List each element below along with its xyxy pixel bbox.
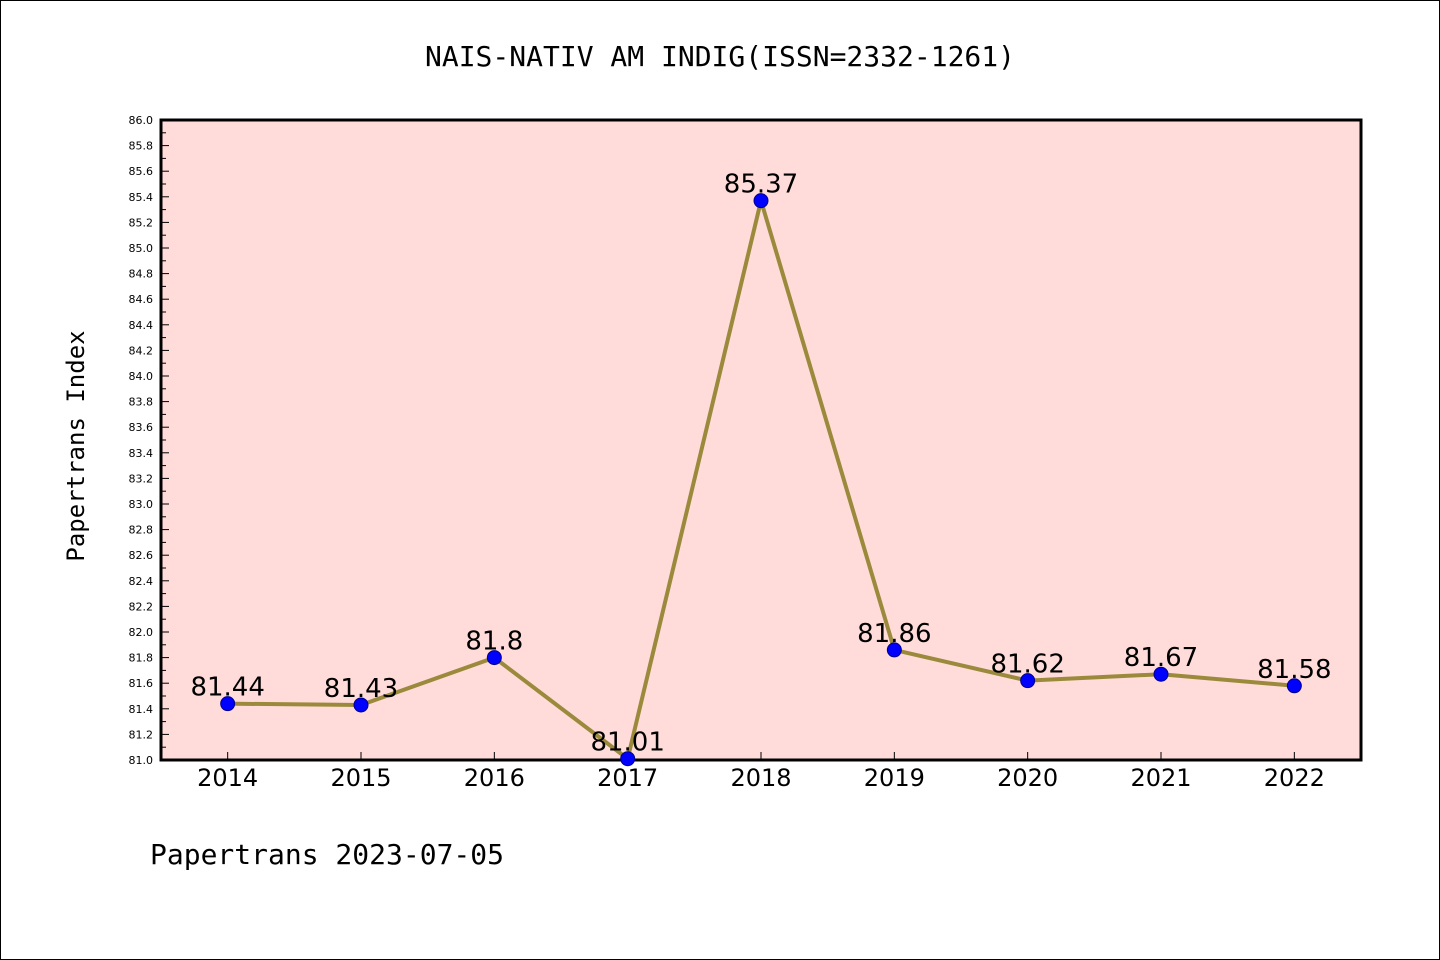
y-tick-label: 82.4 bbox=[129, 575, 154, 588]
y-tick-label: 84.4 bbox=[129, 319, 154, 332]
footer-credit: Papertrans 2023-07-05 bbox=[150, 838, 504, 871]
y-tick-label: 81.4 bbox=[129, 703, 154, 716]
data-label: 81.67 bbox=[1124, 643, 1198, 673]
data-point bbox=[620, 751, 636, 767]
y-tick-label: 86.0 bbox=[129, 114, 154, 127]
y-tick-label: 82.2 bbox=[129, 600, 154, 613]
y-tick-label: 83.0 bbox=[129, 498, 154, 511]
data-point bbox=[220, 696, 236, 712]
data-label: 81.43 bbox=[324, 674, 398, 704]
y-tick-label: 85.4 bbox=[129, 191, 154, 204]
data-point bbox=[1153, 666, 1169, 682]
y-tick-label: 82.6 bbox=[129, 549, 154, 562]
data-label: 81.86 bbox=[857, 619, 931, 649]
data-point bbox=[1020, 673, 1036, 689]
x-tick-label: 2021 bbox=[1130, 764, 1191, 792]
data-label: 81.8 bbox=[465, 627, 523, 657]
y-tick-label: 83.6 bbox=[129, 421, 154, 434]
y-tick-label: 85.8 bbox=[129, 140, 154, 153]
data-point bbox=[886, 642, 902, 658]
y-tick-label: 82.0 bbox=[129, 626, 154, 639]
y-tick-label: 83.8 bbox=[129, 396, 154, 409]
plot-area bbox=[159, 118, 1363, 762]
data-labels: 81.44 81.43 81.8 81.01 85.37 81.86 81.62 81.67 8… bbox=[190, 170, 1331, 758]
x-tick-label: 2020 bbox=[997, 764, 1058, 792]
y-tick-label: 85.0 bbox=[129, 242, 154, 255]
x-axis: 2014 2015 2016 2017 2018 2019 2020 2021 2022 bbox=[197, 752, 1325, 792]
x-tick-label: 2019 bbox=[864, 764, 925, 792]
x-tick-label: 2014 bbox=[197, 764, 258, 792]
y-tick-label: 81.2 bbox=[129, 728, 154, 741]
data-point bbox=[753, 193, 769, 209]
y-tick-label: 84.0 bbox=[129, 370, 154, 383]
y-tick-label: 83.4 bbox=[129, 447, 154, 460]
data-label: 85.37 bbox=[724, 170, 798, 200]
data-point bbox=[353, 697, 369, 713]
x-tick-label: 2016 bbox=[464, 764, 525, 792]
data-point bbox=[486, 650, 502, 666]
y-tick-label: 85.2 bbox=[129, 216, 154, 229]
y-tick-label: 84.8 bbox=[129, 268, 154, 281]
y-tick-label: 84.6 bbox=[129, 293, 154, 306]
data-point bbox=[1286, 678, 1302, 694]
x-tick-label: 2017 bbox=[597, 764, 658, 792]
x-tick-label: 2015 bbox=[330, 764, 391, 792]
data-label: 81.58 bbox=[1257, 655, 1331, 685]
y-tick-label: 82.8 bbox=[129, 524, 154, 537]
y-tick-label: 81.0 bbox=[129, 754, 154, 767]
x-tick-label: 2018 bbox=[730, 764, 791, 792]
y-tick-label: 81.6 bbox=[129, 677, 154, 690]
data-label: 81.62 bbox=[990, 650, 1064, 680]
y-axis-label: Papertrans Index bbox=[62, 330, 90, 561]
chart-title: NAIS-NATIV AM INDIG(ISSN=2332-1261) bbox=[425, 40, 1015, 73]
data-label: 81.44 bbox=[190, 673, 264, 703]
x-tick-label: 2022 bbox=[1264, 764, 1325, 792]
y-tick-label: 85.6 bbox=[129, 165, 154, 178]
y-axis: 81.0 81.2 81.4 81.6 81.8 82.0 82.2 82.4 82.6 82.8… bbox=[129, 114, 169, 767]
data-label: 81.01 bbox=[590, 728, 664, 758]
y-tick-label: 83.2 bbox=[129, 472, 154, 485]
y-tick-label: 81.8 bbox=[129, 652, 154, 665]
y-tick-label: 84.2 bbox=[129, 344, 154, 357]
series-points bbox=[220, 193, 1302, 767]
